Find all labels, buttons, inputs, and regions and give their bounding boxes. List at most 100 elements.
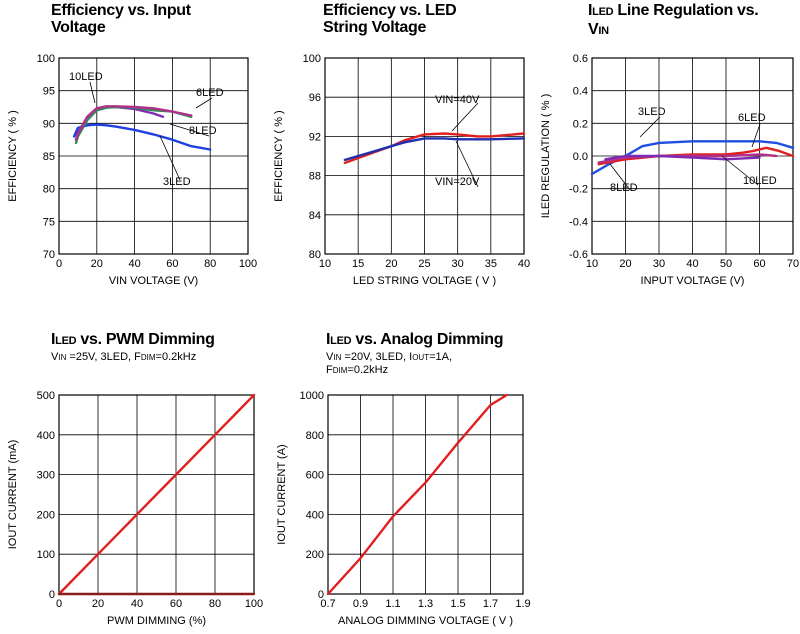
x-tick-label: 80 — [209, 598, 221, 610]
x-axis-label: LED STRING VOLTAGE ( V ) — [353, 275, 496, 287]
x-tick-label: 40 — [518, 258, 530, 270]
annotation-leader — [451, 102, 479, 132]
y-tick-label: 600 — [306, 470, 324, 482]
chart-3: 10 20 30 40 50 60 70 -0.6 -0.4 -0.2 0.0 0.2 0.4 0.6 IN… — [540, 53, 799, 287]
series-line-4 — [604, 154, 761, 161]
y-tick-label: 0 — [318, 589, 324, 601]
x-tick-label: 1.3 — [418, 598, 433, 610]
chart5-title: ILED vs. Analog Dimming — [326, 331, 504, 348]
y-tick-label: 80 — [43, 184, 55, 196]
annotation-leader — [609, 163, 631, 191]
annotation-leader — [195, 97, 213, 109]
x-axis-label: VIN VOLTAGE (V) — [109, 275, 198, 287]
annotation-label: VIN=20V — [435, 176, 480, 188]
y-tick-label: -0.2 — [569, 184, 588, 196]
x-tick-label: 20 — [385, 258, 397, 270]
chart-1: 0 20 40 60 80 100 70 75 80 85 90 95 100 VIN VOLTAGE (… — [7, 53, 257, 287]
x-tick-label: 15 — [352, 258, 364, 270]
annotation-leader — [159, 135, 181, 181]
annotation-leader — [455, 140, 479, 188]
y-axis-label: IOUT CURRENT (mA) — [7, 440, 19, 550]
annotation-leader — [169, 123, 210, 137]
x-tick-label: 0 — [56, 598, 62, 610]
y-tick-label: 84 — [309, 210, 321, 222]
y-tick-label: 88 — [309, 171, 321, 183]
annotation-label: 10LED — [743, 175, 777, 187]
annotation-label: 3LED — [163, 176, 191, 188]
x-tick-label: 1.7 — [483, 598, 498, 610]
x-tick-label: 70 — [787, 258, 799, 270]
x-tick-label: 20 — [619, 258, 631, 270]
y-tick-label: 1000 — [300, 390, 324, 402]
x-tick-label: 10 — [586, 258, 598, 270]
annotation-leader — [721, 155, 759, 186]
x-tick-label: 10 — [319, 258, 331, 270]
series-line-2 — [343, 137, 526, 162]
x-tick-label: 40 — [131, 598, 143, 610]
y-tick-label: 92 — [309, 131, 321, 143]
x-tick-label: 1.1 — [385, 598, 400, 610]
x-tick-label: 20 — [92, 598, 104, 610]
y-tick-label: -0.6 — [569, 249, 588, 261]
y-tick-label: 100 — [303, 53, 321, 65]
chart3-title: ILED Line Regulation vs. VIN — [588, 2, 759, 38]
x-tick-label: 60 — [170, 598, 182, 610]
y-tick-label: 85 — [43, 151, 55, 163]
chart-5: 0.7 0.9 1.1 1.3 1.5 1.7 1.9 0 200 400 600 800 1000 AN… — [276, 390, 531, 627]
annotation-label: 10LED — [69, 71, 103, 83]
y-tick-label: 90 — [43, 118, 55, 130]
series-line-1 — [57, 393, 256, 596]
y-tick-label: 70 — [43, 249, 55, 261]
annotation-label: 8LED — [610, 182, 638, 194]
y-axis-label: IOUT CURRENT (A) — [276, 444, 288, 544]
x-tick-label: 20 — [91, 258, 103, 270]
x-tick-label: 1.5 — [450, 598, 465, 610]
y-tick-label: 400 — [306, 509, 324, 521]
x-tick-label: 40 — [686, 258, 698, 270]
x-tick-label: 60 — [166, 258, 178, 270]
y-tick-label: 96 — [309, 92, 321, 104]
chart2-title: Efficiency vs. LED String Voltage — [323, 2, 457, 36]
x-tick-label: 35 — [485, 258, 497, 270]
plot-frame — [58, 57, 249, 255]
chart4-title: ILED vs. PWM Dimming — [51, 331, 215, 348]
series-line-4 — [74, 105, 193, 141]
annotation-label: 8LED — [189, 125, 217, 137]
y-tick-label: 200 — [37, 509, 55, 521]
x-tick-label: 30 — [452, 258, 464, 270]
x-axis-label: INPUT VOLTAGE (V) — [641, 275, 745, 287]
chart5-subtitle: VIN =20V, 3LED, IOUT=1A, FDIM=0.2kHz — [326, 351, 453, 376]
plot-frame — [324, 57, 525, 255]
chart1-title: Efficiency vs. Input Voltage — [51, 2, 191, 36]
annotation-label: 6LED — [196, 87, 224, 99]
annotation-leader — [89, 81, 96, 104]
x-tick-label: 30 — [653, 258, 665, 270]
x-tick-label: 25 — [418, 258, 430, 270]
x-tick-label: 0.9 — [353, 598, 368, 610]
y-tick-label: 500 — [37, 390, 55, 402]
x-tick-label: 0.7 — [320, 598, 335, 610]
y-axis-label: ILED REGULATION ( % ) — [540, 94, 552, 218]
y-tick-label: 0.4 — [573, 86, 588, 98]
y-tick-label: 0.0 — [573, 151, 588, 163]
annotation-leader — [751, 123, 761, 148]
y-tick-label: 100 — [37, 549, 55, 561]
annotation-label: 6LED — [738, 112, 766, 124]
y-tick-label: 80 — [309, 249, 321, 261]
y-tick-label: 800 — [306, 430, 324, 442]
y-tick-label: 300 — [37, 470, 55, 482]
annotation-label: VIN=40V — [435, 94, 480, 106]
y-tick-label: 400 — [37, 430, 55, 442]
chart-2: 10 15 20 25 30 35 40 80 84 88 92 96 100 LED STRING VO… — [273, 53, 530, 287]
y-tick-label: 200 — [306, 549, 324, 561]
annotation-label: 3LED — [638, 106, 666, 118]
chart-4: 0 20 40 60 80 100 0 100 200 300 400 500 PWM DIMMING … — [7, 390, 263, 627]
y-tick-label: 0.6 — [573, 53, 588, 65]
x-tick-label: 0 — [56, 258, 62, 270]
x-tick-label: 60 — [753, 258, 765, 270]
annotation-leader — [639, 116, 661, 138]
y-axis-label: EFFICIENCY ( % ) — [7, 110, 19, 201]
y-tick-label: 0.2 — [573, 118, 588, 130]
x-tick-label: 100 — [245, 598, 263, 610]
